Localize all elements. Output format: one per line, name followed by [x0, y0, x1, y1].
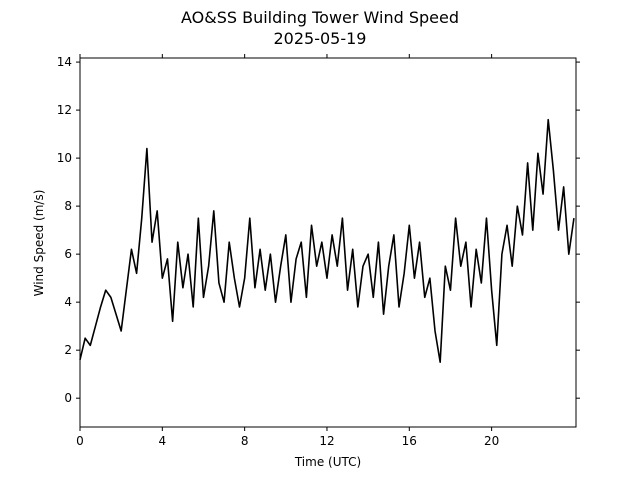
x-tick-label: 12 — [319, 434, 334, 448]
x-axis-label: Time (UTC) — [294, 455, 361, 469]
y-axis-label: Wind Speed (m/s) — [32, 190, 46, 297]
y-tick-label: 14 — [57, 55, 72, 69]
y-tick-label: 2 — [64, 343, 72, 357]
y-tick-label: 4 — [64, 295, 72, 309]
plot-frame — [79, 57, 577, 428]
chart-title: AO&SS Building Tower Wind Speed — [181, 8, 459, 27]
y-tick-label: 8 — [64, 199, 72, 213]
chart-subtitle: 2025-05-19 — [274, 29, 367, 48]
x-tick-label: 20 — [484, 434, 499, 448]
y-tick-label: 0 — [64, 391, 72, 405]
y-tick-label: 10 — [57, 151, 72, 165]
x-tick-label: 8 — [241, 434, 249, 448]
x-tick-label: 0 — [76, 434, 84, 448]
y-tick-label: 12 — [57, 103, 72, 117]
data-line — [79, 118, 575, 363]
y-tick-label: 6 — [64, 247, 72, 261]
x-tick-label: 4 — [159, 434, 167, 448]
x-tick-label: 16 — [402, 434, 417, 448]
